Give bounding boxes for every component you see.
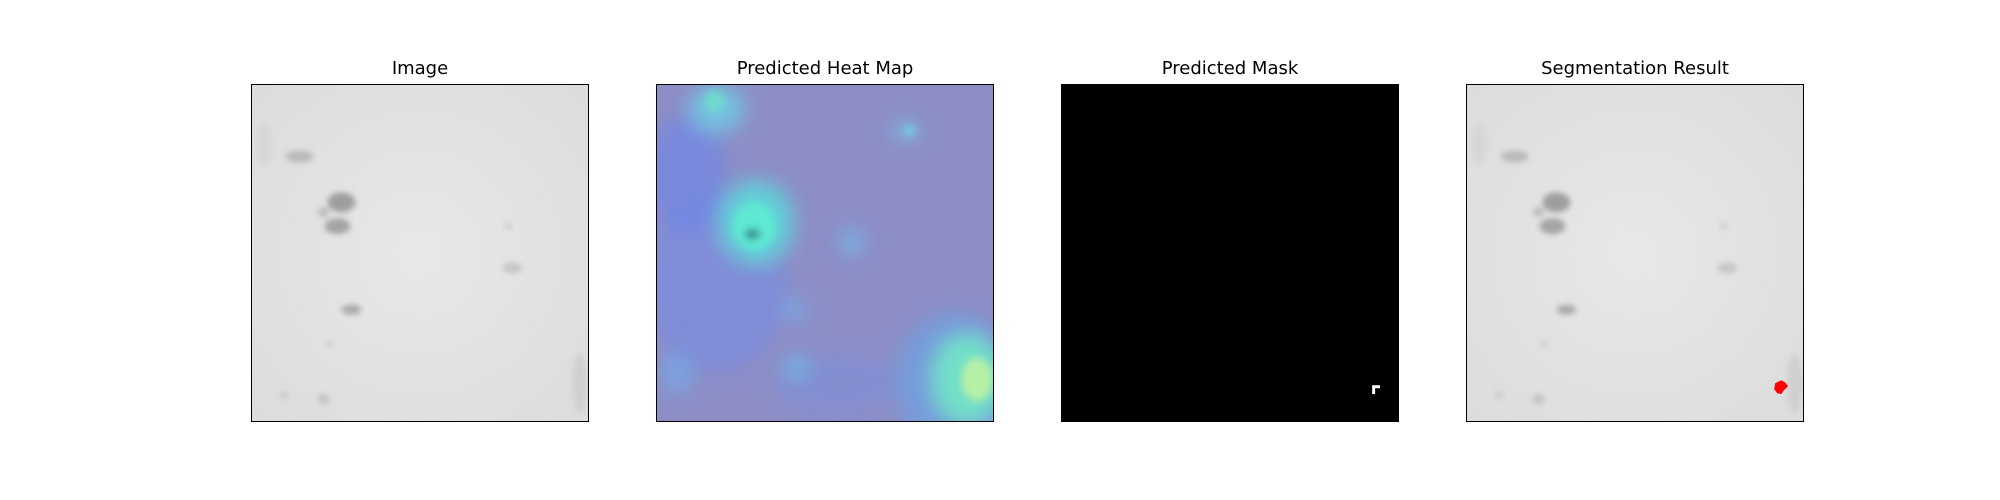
mask-foreground-blob [1372, 385, 1381, 395]
panel-title-image: Image [391, 58, 449, 79]
input-image [252, 85, 588, 421]
segmentation-background [1467, 85, 1803, 421]
heatmap-warm-regions [657, 85, 993, 421]
heatmap-image [657, 85, 993, 421]
segmentation-image [1467, 85, 1803, 421]
mask-background [1062, 85, 1398, 421]
panel-title-heatmap: Predicted Heat Map [736, 58, 914, 79]
heatmap-panel [656, 84, 994, 422]
segmentation-spots [1470, 124, 1803, 414]
input-image-panel [251, 84, 589, 422]
heatmap-hot-regions [704, 90, 993, 402]
image-background [252, 85, 588, 421]
segmentation-overlay-blob [1774, 380, 1789, 395]
panel-title-segmentation: Segmentation Result [1541, 58, 1729, 79]
panel-title-mask: Predicted Mask [1161, 58, 1299, 79]
image-spots [255, 124, 588, 414]
segmentation-panel [1466, 84, 1804, 422]
mask-image [1062, 85, 1398, 421]
mask-panel [1061, 84, 1399, 422]
